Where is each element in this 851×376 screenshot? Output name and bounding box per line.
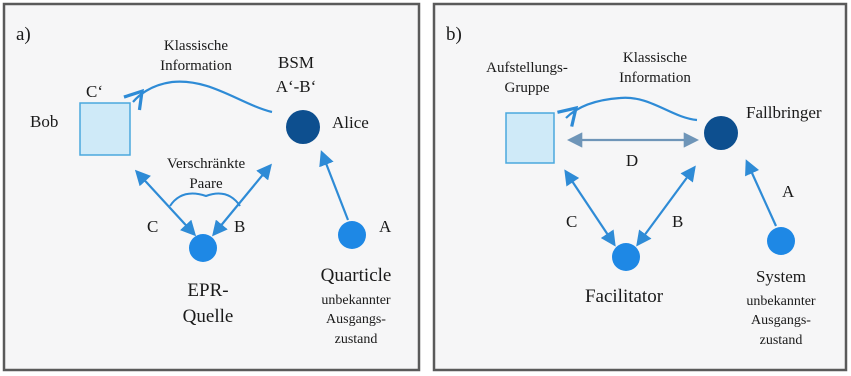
- panel-a: a) Klassische Information Bob C‘ BSM A‘-…: [2, 2, 421, 372]
- panel-b: b) Aufstellungs- Gruppe Klassische Infor…: [432, 2, 848, 372]
- quarticle-label: Quarticle: [321, 265, 392, 286]
- facilitator-label: Facilitator: [585, 286, 664, 307]
- alice-node: [286, 110, 320, 144]
- system-label: System: [756, 267, 806, 286]
- fallbringer-node: [704, 116, 738, 150]
- bsm-label-2: A‘-B‘: [276, 77, 317, 96]
- edge-a-b-arrow: [745, 159, 778, 227]
- epr-label-2: Quelle: [183, 306, 234, 327]
- setup-group-label-2: Gruppe: [505, 80, 550, 96]
- classical-info-arrow: [123, 80, 273, 114]
- fallbringer-label: Fallbringer: [746, 103, 822, 122]
- edge-c-arrow: [134, 169, 197, 237]
- classical-info-label-1: Klassische: [164, 38, 228, 54]
- facilitator-node: [612, 243, 640, 271]
- bob-label: Bob: [30, 112, 58, 131]
- classical-info-label-2: Information: [160, 58, 232, 74]
- quarticle-unknown-3: zustand: [335, 332, 378, 347]
- edge-b-b-arrow: [636, 165, 696, 247]
- system-node: [767, 227, 795, 255]
- panel-a-tag: a): [16, 24, 31, 45]
- setup-group-box: [505, 112, 555, 164]
- quarticle-node: [338, 221, 366, 249]
- edge-b-b-label: B: [672, 212, 683, 231]
- classical-info-b-label-2: Information: [619, 70, 691, 86]
- setup-group-label-1: Aufstellungs-: [486, 60, 568, 76]
- edge-c-b-label: C: [566, 212, 577, 231]
- quarticle-unknown-2: Ausgangs-: [326, 312, 386, 327]
- classical-info-b-arrow: [557, 96, 698, 127]
- edge-b-arrow: [212, 163, 272, 237]
- classical-info-b-label-1: Klassische: [623, 50, 687, 66]
- edge-a-b-label: A: [782, 182, 795, 201]
- epr-source-node: [189, 234, 217, 262]
- bsm-label-1: BSM: [278, 53, 314, 72]
- system-unknown-1: unbekannter: [746, 294, 816, 309]
- panel-a-frame: [2, 2, 421, 372]
- edge-c-b-arrow: [564, 169, 616, 247]
- edge-a-label: A: [379, 217, 392, 236]
- system-unknown-3: zustand: [760, 333, 803, 348]
- edge-a-arrow: [319, 150, 350, 221]
- panel-b-tag: b): [446, 24, 462, 45]
- bob-box: [79, 102, 131, 156]
- epr-label-1: EPR-: [187, 280, 228, 301]
- edge-c-label: C: [147, 217, 158, 236]
- quarticle-unknown-1: unbekannter: [321, 293, 391, 308]
- system-unknown-2: Ausgangs-: [751, 313, 811, 328]
- bob-state-label: C‘: [86, 82, 103, 101]
- edge-d-label: D: [626, 151, 638, 170]
- entangled-label-2: Paare: [189, 176, 223, 192]
- entangled-label-1: Verschränkte: [167, 156, 246, 172]
- alice-label: Alice: [332, 113, 369, 132]
- edge-b-label: B: [234, 217, 245, 236]
